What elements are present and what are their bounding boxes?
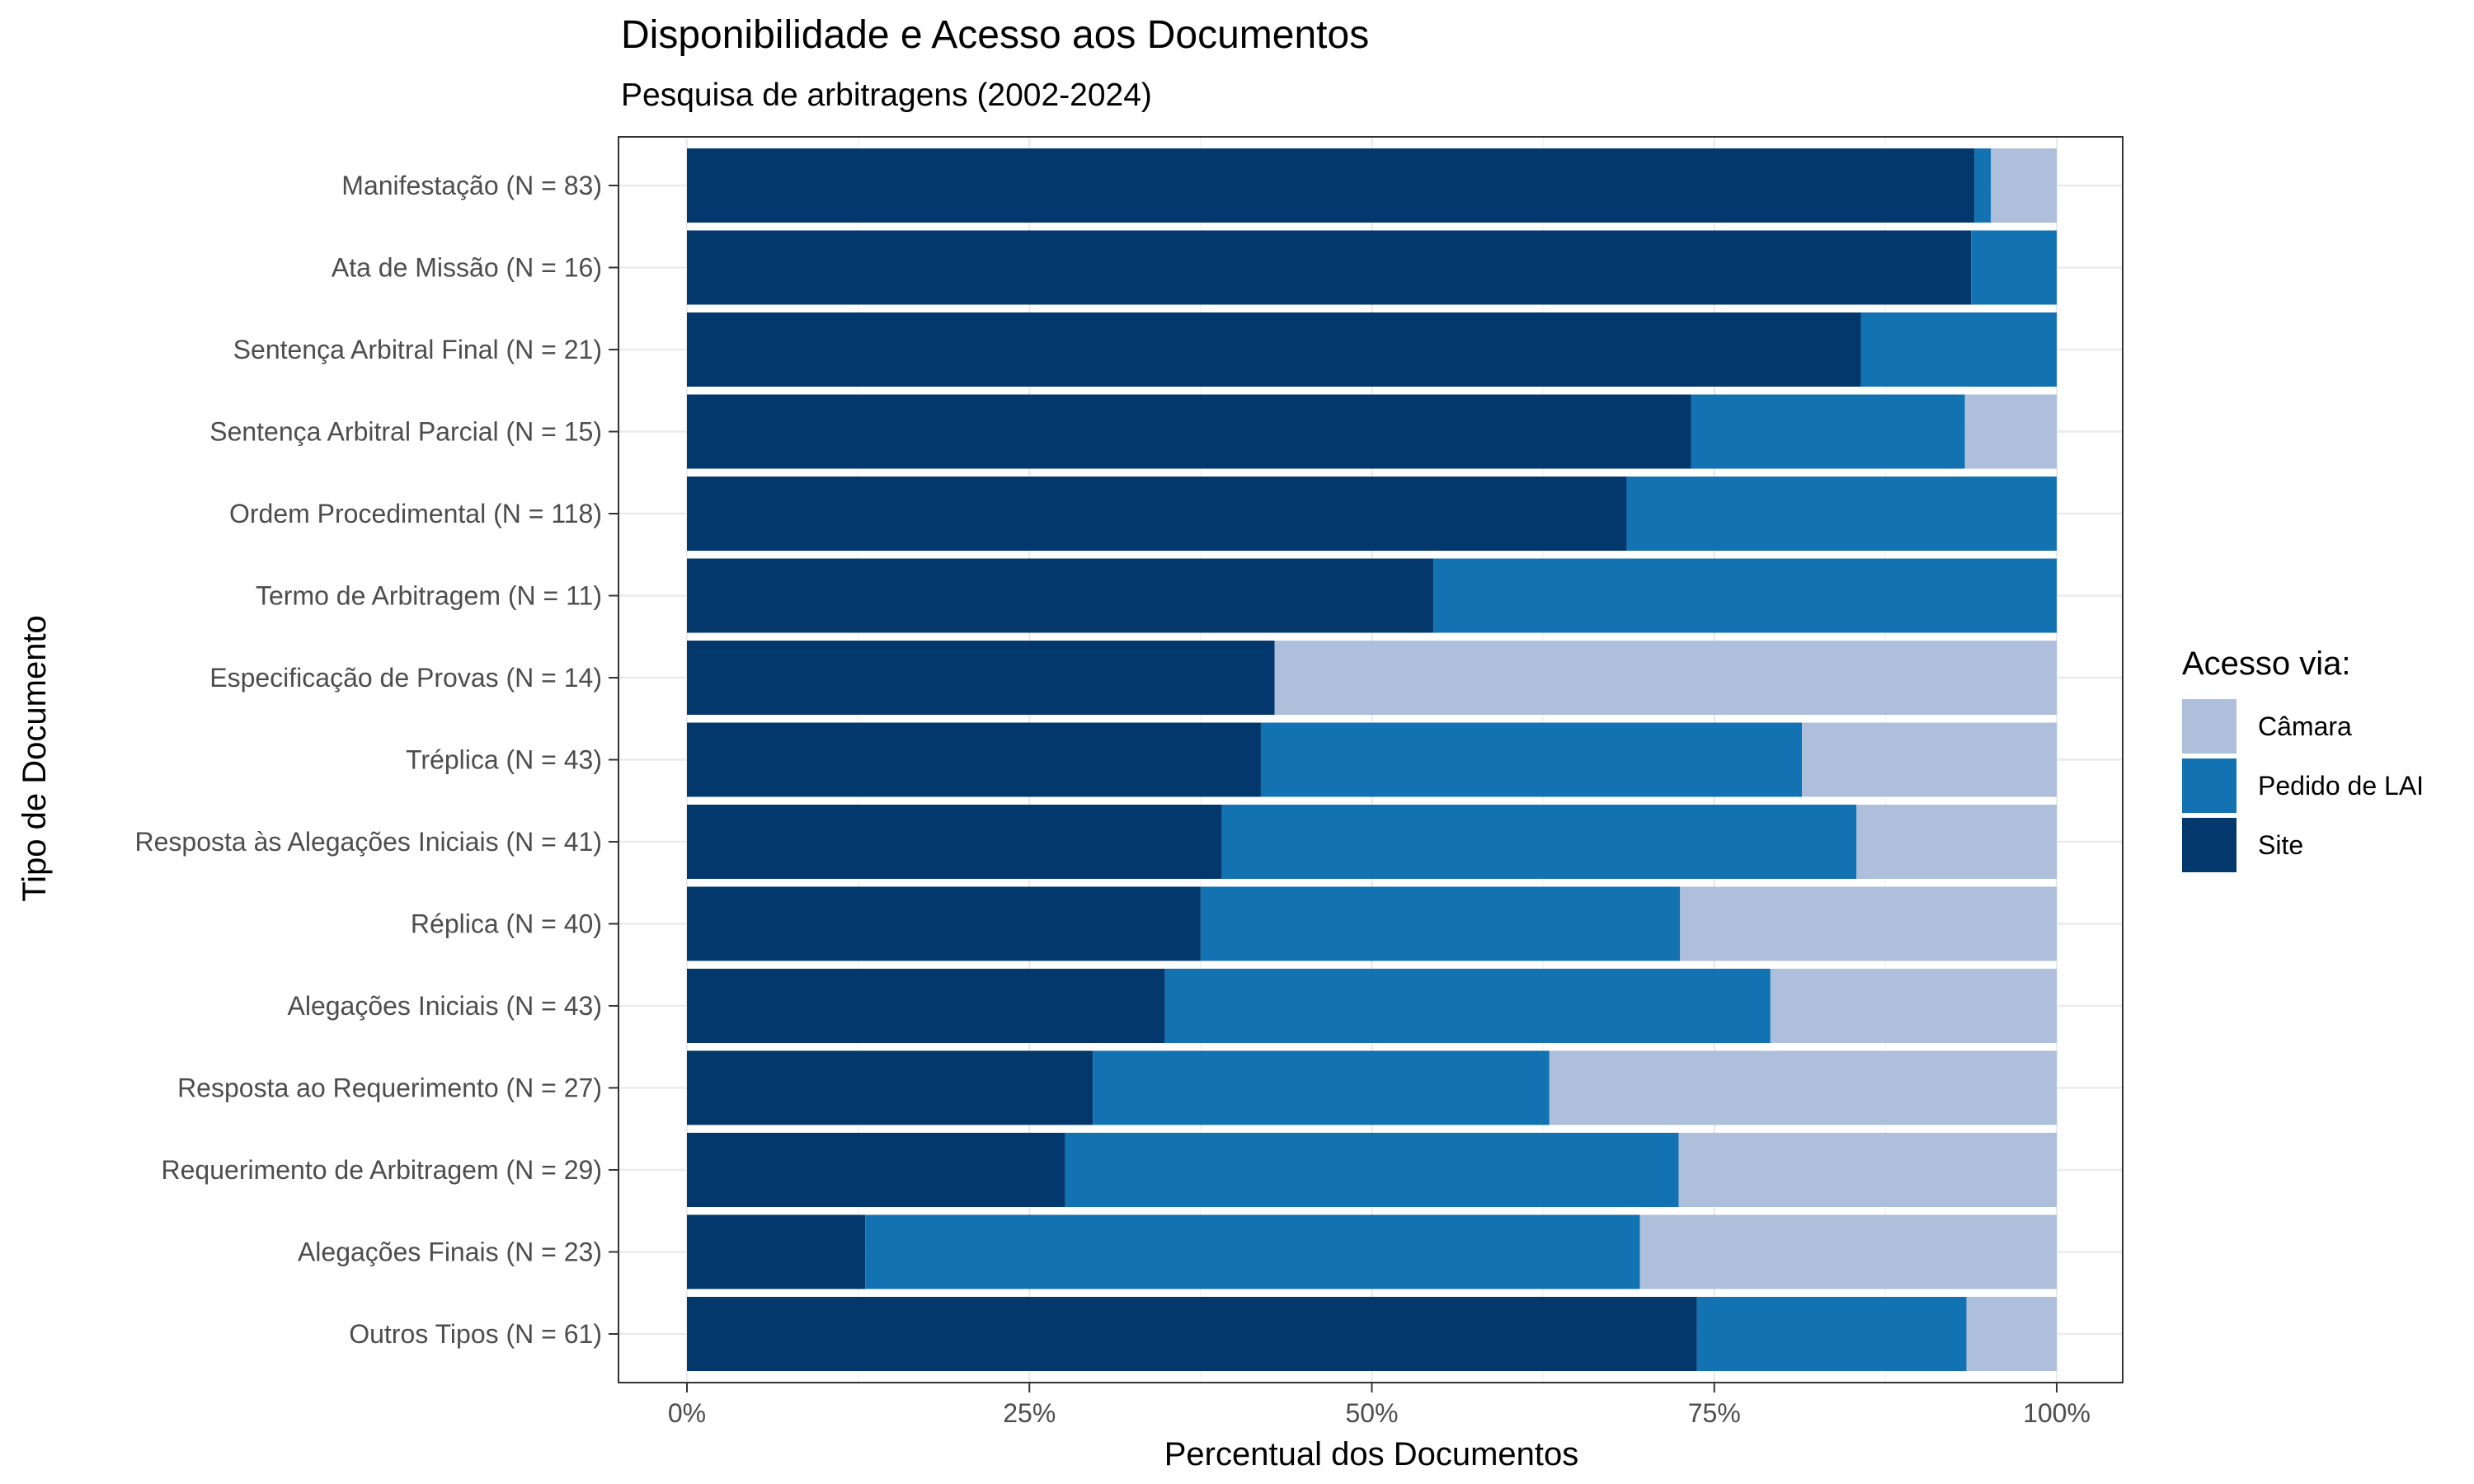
bar-segment (687, 312, 1861, 387)
bar-segment (1164, 969, 1771, 1043)
y-tick-label: Ata de Missão (N = 16) (332, 253, 602, 283)
bar-segment (1200, 886, 1681, 961)
bar-segment (687, 969, 1165, 1043)
y-tick-label: Outros Tipos (N = 61) (349, 1319, 602, 1349)
bar-segment (1974, 148, 1992, 223)
bar-segment (1221, 805, 1857, 879)
y-tick-label: Resposta ao Requerimento (N = 27) (177, 1073, 602, 1103)
y-tick-label: Ordem Procedimental (N = 118) (229, 499, 602, 528)
y-tick-label: Alegações Finais (N = 23) (298, 1237, 602, 1267)
bar-segment (687, 722, 1261, 797)
bar-segment (687, 558, 1434, 633)
legend-title: Acesso via: (2182, 646, 2351, 682)
x-tick-label: 25% (1003, 1398, 1056, 1428)
legend: Acesso via: Câmara Pedido de LAI Site (2182, 646, 2424, 872)
bar-segment (1065, 1133, 1679, 1207)
x-tick-label: 100% (2023, 1398, 2091, 1428)
y-tick-label: Sentença Arbitral Final (N = 21) (233, 335, 602, 364)
y-tick-label: Manifestação (N = 83) (341, 171, 602, 200)
chart-title: Disponibilidade e Acesso aos Documentos (621, 13, 1369, 57)
bar-segment (1691, 394, 1965, 469)
x-axis: 0% 25% 50% 75% 100% (668, 1383, 2091, 1428)
bar-segment (1680, 886, 2057, 961)
bar-segment (687, 477, 1627, 551)
bar-segment (1696, 1297, 1967, 1371)
legend-label: Site (2258, 830, 2303, 860)
bar-segment (1433, 558, 2057, 633)
bar-segment (687, 1133, 1065, 1207)
bar-segment (687, 641, 1275, 715)
bar-segment (1964, 394, 2057, 469)
y-tick-label: Sentença Arbitral Parcial (N = 15) (209, 417, 602, 447)
bar-segment (687, 805, 1222, 879)
bar-segment (687, 1297, 1697, 1371)
y-tick-label: Especificação de Provas (N = 14) (209, 663, 602, 693)
x-tick-label: 50% (1345, 1398, 1398, 1428)
bar-segment (1991, 148, 2057, 223)
bar-segment (1770, 969, 2057, 1043)
bar-segment (1549, 1050, 2057, 1125)
y-tick-label: Alegações Iniciais (N = 43) (287, 991, 602, 1021)
bar-segment (1639, 1214, 2057, 1289)
bar-segment (1971, 230, 2057, 305)
bar-segment (1274, 641, 2057, 715)
bar-segment (687, 394, 1691, 469)
bar-segment (865, 1214, 1640, 1289)
bar-segment (687, 886, 1201, 961)
bar-segment (1856, 805, 2057, 879)
bar-segment (1802, 722, 2057, 797)
y-tick-label: Termo de Arbitragem (N = 11) (256, 581, 602, 611)
legend-label: Pedido de LAI (2258, 771, 2424, 801)
bar-segment (1260, 722, 1803, 797)
x-axis-title: Percentual dos Documentos (1164, 1436, 1579, 1472)
y-axis: Manifestação (N = 83) Ata de Missão (N = … (134, 171, 618, 1349)
legend-key (2182, 818, 2236, 872)
y-tick-label: Réplica (N = 40) (411, 909, 602, 939)
bar-segment (687, 1050, 1094, 1125)
legend-label: Câmara (2258, 711, 2352, 741)
bar-segment (1678, 1133, 2057, 1207)
bar-segment (1093, 1050, 1550, 1125)
bar-segment (1626, 477, 2057, 551)
legend-key (2182, 758, 2236, 813)
x-tick-label: 75% (1688, 1398, 1741, 1428)
y-tick-label: Resposta às Alegações Iniciais (N = 41) (134, 827, 602, 857)
bar-segment (1860, 312, 2057, 387)
bar-segment (1966, 1297, 2057, 1371)
y-tick-label: Tréplica (N = 43) (406, 745, 602, 775)
bar-segment (687, 230, 1972, 305)
y-axis-title: Tipo de Documento (16, 615, 53, 902)
bar-segment (687, 1214, 866, 1289)
x-tick-label: 0% (668, 1398, 706, 1428)
chart-subtitle: Pesquisa de arbitragens (2002-2024) (621, 77, 1152, 113)
bar-segment (687, 148, 1975, 223)
legend-key (2182, 699, 2236, 754)
y-tick-label: Requerimento de Arbitragem (N = 29) (162, 1155, 602, 1185)
bars (687, 148, 2057, 1371)
